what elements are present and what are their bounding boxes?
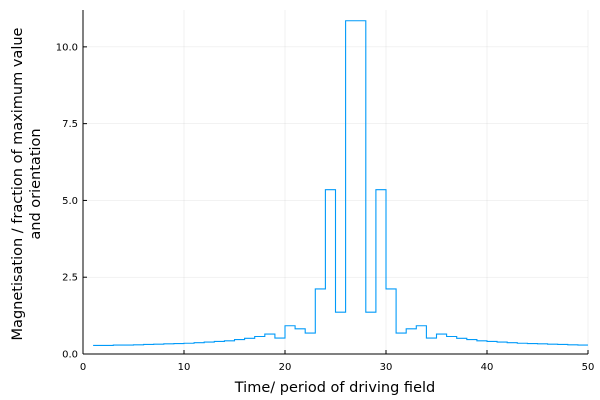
x-tick-label-2: 20 — [279, 362, 292, 373]
axes — [82, 10, 589, 355]
x-tick-label-3: 30 — [380, 362, 393, 373]
x-tick-label-1: 10 — [178, 362, 191, 373]
y-tick-label-3: 7.5 — [62, 119, 78, 130]
y-tick-label-4: 10.0 — [56, 42, 78, 53]
y-tick-label-2: 5.0 — [62, 196, 78, 207]
x-axis-label: Time/ period of driving field — [234, 380, 435, 396]
y-tick-label-1: 2.5 — [62, 273, 78, 284]
tick-labels: 0 10 20 30 40 50 0.0 2.5 5.0 7.5 10.0 — [56, 42, 595, 373]
x-tick-label-4: 40 — [481, 362, 494, 373]
y-tick-label-0: 0.0 — [62, 350, 78, 361]
x-tick-label-0: 0 — [80, 362, 86, 373]
series-layer — [93, 20, 588, 346]
y-axis-label-line-1: Magnetisation / fraction of maximum valu… — [10, 27, 26, 340]
y-axis-label-line-2: and orientation — [28, 128, 44, 239]
series-line-0 — [93, 20, 588, 346]
x-tick-label-5: 50 — [582, 362, 595, 373]
